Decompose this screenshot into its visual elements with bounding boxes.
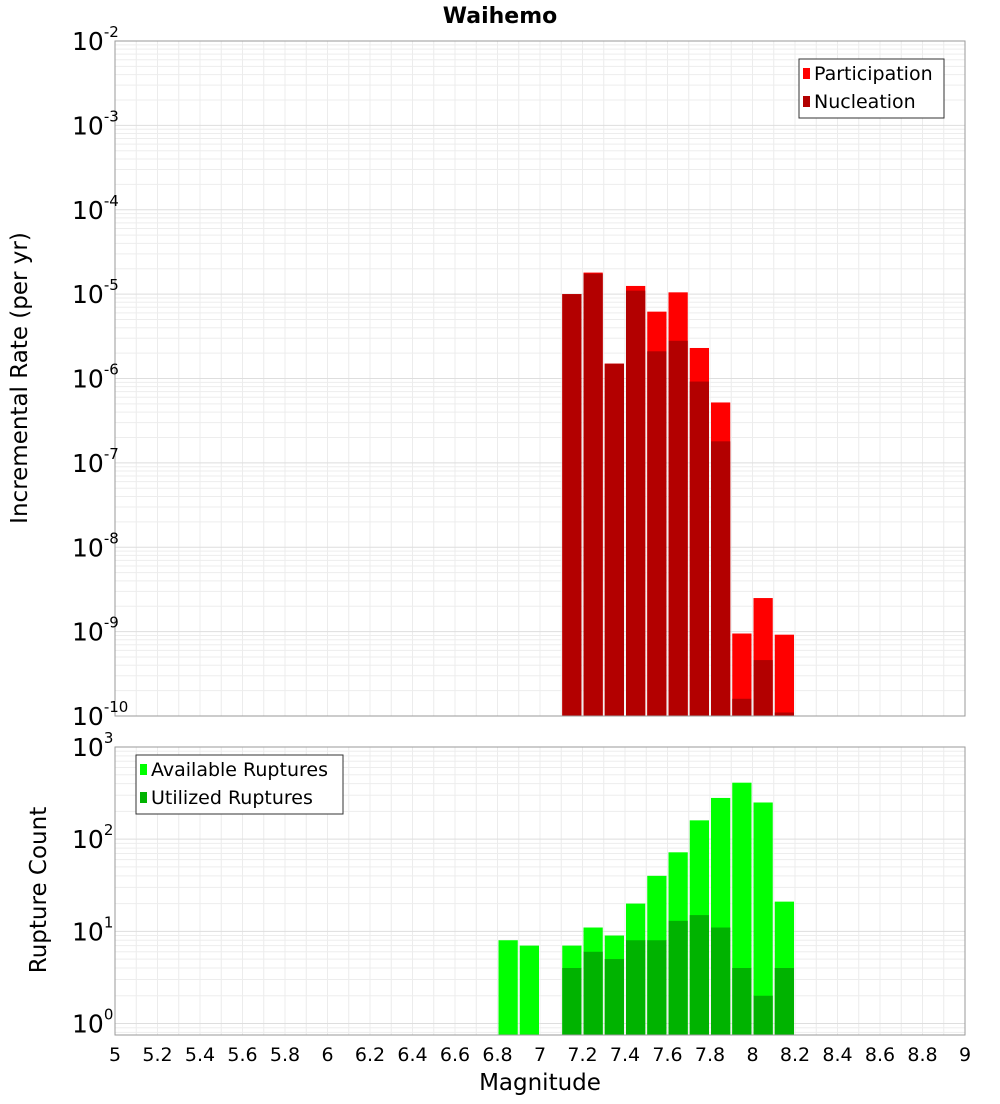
bottom-bar [689,915,709,1035]
x-tick-label: 7 [534,1044,546,1066]
x-tick-label: 6.6 [440,1044,470,1066]
x-tick-label: 9 [959,1044,971,1066]
bottom-bar [711,927,731,1035]
top-bar [583,273,603,716]
x-tick-label: 6.8 [482,1044,512,1066]
x-tick-label: 8.2 [780,1044,810,1066]
top-legend-label: Nucleation [814,91,916,113]
bottom-bar [498,940,518,1035]
top-bar [604,363,624,716]
top-panel: 10-10 10-9 10-8 10-7 10-6 10-5 10-4 10-3 10-2 Par… [72,23,966,731]
top-bar [753,660,773,716]
bottom-legend-swatch [140,764,147,775]
bottom-bar [519,945,539,1035]
x-ticks: 5 5.2 5.4 5.6 5.8 6 6.2 6.4 6.6 6.8 7 7.2 7.4 7.6 7.8 8… [109,1044,971,1066]
top-legend-swatch [803,68,810,79]
x-tick-label: 8.8 [907,1044,937,1066]
top-bar [732,698,752,716]
x-tick-label: 5.4 [185,1044,215,1066]
top-y-tick-label: 10-4 [72,192,119,225]
bottom-legend-box [135,754,344,815]
bottom-series-1 [562,915,794,1035]
x-tick-label: 6.2 [355,1044,385,1066]
top-y-axis-label: Incremental Rate (per yr) [7,232,33,524]
top-y-tick-label: 10-9 [72,614,119,647]
bottom-bar [562,967,582,1035]
top-legend-swatch [803,96,810,107]
top-bar [689,381,709,716]
chart-title: Waihemo [443,4,558,29]
top-series-1 [562,273,794,716]
bottom-y-tick-label: 101 [72,913,113,946]
bottom-bar [604,959,624,1035]
x-tick-label: 7.6 [652,1044,682,1066]
top-bar [711,441,731,716]
top-bar [626,290,646,716]
x-tick-label: 5.6 [227,1044,257,1066]
x-tick-label: 8.6 [865,1044,895,1066]
top-y-tick-label: 10-8 [72,529,119,562]
top-y-tick-label: 10-5 [72,276,119,309]
bottom-y-axis-label: Rupture Count [26,807,52,973]
bottom-bar [753,802,773,1035]
top-legend: Participation Nucleation [798,58,945,119]
bottom-bar [668,920,688,1035]
bottom-legend-label: Available Ruptures [151,759,328,781]
top-bar [647,351,667,716]
top-y-tick-label: 10-10 [72,698,128,731]
top-bar [668,340,688,716]
x-tick-label: 7.2 [567,1044,597,1066]
top-y-tick-label: 10-2 [72,23,119,56]
bottom-bar [774,967,794,1035]
bottom-bar [583,951,603,1035]
top-bar [774,712,794,716]
x-tick-label: 8 [746,1044,758,1066]
top-bar [562,294,582,716]
top-grid [114,40,966,717]
bottom-bar [647,940,667,1035]
bottom-plot-frame [114,746,966,1036]
x-tick-label: 8.4 [822,1044,852,1066]
x-tick-label: 7.8 [695,1044,725,1066]
bottom-y-tick-label: 103 [72,729,113,762]
bottom-legend-label: Utilized Ruptures [151,787,313,809]
bottom-y-ticks: 100 101 102 103 [72,729,113,1038]
bottom-y-tick-label: 102 [72,821,113,854]
bottom-bar [732,967,752,1035]
x-tick-label: 5 [109,1044,121,1066]
top-bar [774,634,794,716]
top-legend-box [798,58,945,119]
bottom-y-tick-label: 100 [72,1005,113,1038]
top-bar [732,633,752,716]
bottom-legend-swatch [140,792,147,803]
top-legend-label: Participation [814,63,933,85]
bottom-legend: Available Ruptures Utilized Ruptures [135,754,344,815]
top-y-tick-label: 10-7 [72,445,119,478]
top-y-ticks: 10-10 10-9 10-8 10-7 10-6 10-5 10-4 10-3 10-2 [72,23,128,731]
x-axis-label: Magnitude [479,1070,601,1096]
top-plot-frame [114,40,966,717]
x-tick-label: 6 [321,1044,333,1066]
x-tick-label: 5.8 [270,1044,300,1066]
x-tick-label: 5.2 [142,1044,172,1066]
top-y-tick-label: 10-6 [72,361,119,394]
x-tick-label: 7.4 [610,1044,640,1066]
bottom-bar [626,940,646,1035]
bottom-bar [753,995,773,1035]
x-tick-label: 6.4 [397,1044,427,1066]
top-y-tick-label: 10-3 [72,107,119,140]
